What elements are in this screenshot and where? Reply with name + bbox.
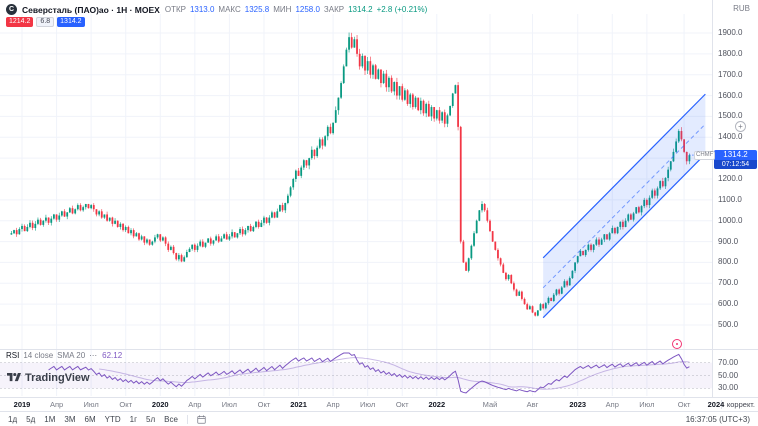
price-axis-label: 700.0: [718, 278, 739, 288]
chart-canvas[interactable]: [0, 0, 712, 397]
toolbar-right: 16:37:05 (UTC+3): [686, 415, 750, 424]
price-axis-label: 1400.0: [718, 132, 743, 142]
range-button-5д[interactable]: 5д: [26, 414, 36, 424]
open-label: ОТКР: [164, 5, 186, 14]
time-axis-label-Апр: Апр: [49, 400, 64, 409]
rsi-axis-label: 30.00: [718, 383, 739, 393]
rsi-title[interactable]: RSI: [6, 351, 20, 360]
time-axis-label-2020: 2020: [151, 400, 169, 409]
rsi-value: 62.12: [102, 351, 123, 360]
rsi-sma-line: [99, 357, 690, 390]
time-axis-label-Июл: Июл: [83, 400, 99, 409]
range-button-1М[interactable]: 1М: [44, 414, 56, 424]
price-tag-red[interactable]: 1214.2: [6, 17, 34, 27]
price-tag-grey[interactable]: 6.8: [36, 17, 55, 27]
price-tags: 1214.2 6.8 1314.2: [6, 17, 85, 27]
time-axis-label-2019: 2019: [13, 400, 31, 409]
time-axis-label-Авг: Авг: [526, 400, 539, 409]
candlestick-series: [10, 32, 691, 317]
time-scale[interactable]: коррект. 2019 Апр Июл Окт 2020 Апр Июл Окт 2021 А…: [0, 397, 758, 411]
clock[interactable]: 16:37:05 (UTC+3): [685, 414, 750, 424]
current-price-value: 1314.2: [714, 150, 757, 161]
price-axis-label: 1500.0: [718, 111, 743, 121]
pane-divider[interactable]: [0, 349, 758, 350]
symbol-legend: С Северсталь (ПАО)ао · 1Н · MOEX ОТКР 131…: [6, 4, 427, 15]
range-button-3М[interactable]: 3М: [64, 414, 76, 424]
time-axis-label-2021: 2021: [290, 400, 307, 409]
price-axis-label: 600.0: [718, 299, 739, 309]
price-axis-label: 1600.0: [718, 90, 743, 100]
ticker-price-line-tag: CHMF: [694, 151, 716, 161]
low-value: 1258.0: [295, 5, 320, 14]
time-axis-label-2024: 2024: [707, 400, 725, 409]
price-axis-label: 1100.0: [718, 194, 742, 204]
rsi-params: 14 close: [23, 351, 54, 360]
open-value: 1313.0: [189, 5, 215, 14]
low-label: МИН: [273, 5, 292, 14]
price-axis-label: 1700.0: [718, 69, 743, 79]
rsi-more-icon[interactable]: ⋯: [89, 351, 99, 360]
rsi-axis-label: 70.00: [718, 357, 739, 367]
tradingview-logo[interactable]: TradingView: [7, 372, 90, 384]
current-price-badge: 1314.2 07:12:54: [714, 150, 757, 170]
time-axis-label-2023: 2023: [569, 400, 587, 409]
bottom-toolbar: 1д 5д 1М 3М 6М YTD 1г 5л Все 16:37:05 (UTC+3): [0, 411, 758, 426]
price-scale[interactable]: 500.0 600.0 700.0 800.0 900.0 1000.0 1100.0 120…: [712, 0, 758, 397]
ohlc-readout: ОТКР 1313.0 МАКС 1325.8 МИН 1258.0 ЗАКР 1314…: [165, 5, 427, 14]
high-value: 1325.8: [244, 5, 270, 14]
time-axis-label-Окт: Окт: [257, 400, 271, 409]
price-tag-blue[interactable]: 1314.2: [57, 17, 85, 27]
range-button-Все[interactable]: Все: [164, 414, 178, 424]
time-axis-label-Июл: Июл: [639, 400, 655, 409]
price-axis-label: 1900.0: [718, 28, 743, 37]
time-axis-label-Окт: Окт: [677, 400, 691, 409]
price-axis-label: 500.0: [718, 320, 739, 329]
price-axis-label: 1000.0: [718, 215, 743, 225]
time-axis-label-Апр: Апр: [605, 400, 619, 409]
range-buttons: 1д 5д 1М 3М 6М YTD 1г 5л Все: [8, 414, 206, 424]
toolbar-divider: [186, 414, 188, 424]
range-button-1д[interactable]: 1д: [8, 414, 18, 424]
price-axis-label: 1200.0: [718, 174, 743, 183]
rsi-legend: RSI 14 close SMA 20 ⋯ 62.12: [6, 351, 122, 360]
calendar-icon[interactable]: [197, 414, 206, 424]
tradingview-logo-icon: [7, 372, 21, 382]
time-axis-label-Май: Май: [482, 400, 498, 409]
currency-button[interactable]: RUB: [733, 4, 750, 13]
price-axis-label: 1800.0: [718, 48, 743, 58]
time-axis-label-Окт: Окт: [119, 400, 133, 409]
bar-countdown: 07:12:54: [714, 160, 757, 170]
close-label: ЗАКР: [323, 5, 345, 14]
parallel-channel-drawing[interactable]: [542, 93, 706, 319]
rsi-axis-label: 50.00: [718, 370, 739, 380]
price-axis-label: 800.0: [718, 257, 739, 267]
change-value: +2.8 (+0.21%): [376, 5, 428, 14]
range-button-YTD[interactable]: YTD: [104, 414, 121, 424]
range-button-6М[interactable]: 6М: [84, 414, 96, 424]
close-value: 1314.2: [348, 5, 373, 14]
dividends-adjust-button[interactable]: коррект.: [720, 400, 755, 409]
range-button-5л[interactable]: 5л: [146, 414, 156, 424]
tradingview-logo-text: TradingView: [25, 372, 90, 384]
time-axis-label-Окт: Окт: [395, 400, 409, 409]
rsi-line: [48, 352, 690, 394]
add-alert-button[interactable]: +: [735, 121, 746, 132]
time-axis-label-2022: 2022: [428, 400, 446, 409]
price-axis-label: 900.0: [718, 236, 739, 246]
time-axis-label-Апр: Апр: [188, 400, 202, 409]
time-axis-label-Июл: Июл: [221, 400, 238, 409]
range-button-1г[interactable]: 1г: [129, 414, 137, 424]
rsi-ma-label: SMA 20: [57, 351, 86, 360]
time-axis-label-Апр: Апр: [326, 400, 340, 409]
high-label: МАКС: [218, 5, 241, 14]
time-axis-label-Июл: Июл: [360, 400, 376, 409]
symbol-logo-icon[interactable]: С: [6, 4, 17, 15]
symbol-title[interactable]: Северсталь (ПАО)ао · 1Н · MOEX: [22, 4, 160, 15]
drawing-anchor-icon[interactable]: [672, 339, 682, 349]
